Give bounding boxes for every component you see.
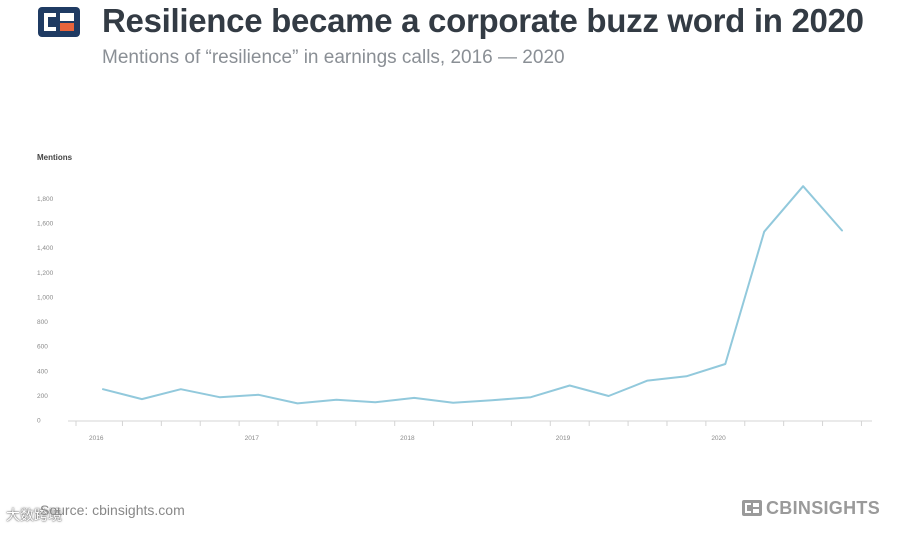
y-tick-label: 1,600 <box>37 221 54 228</box>
y-tick-label: 600 <box>37 344 48 351</box>
y-tick-label: 400 <box>37 368 48 375</box>
x-tick-label: 2017 <box>245 435 260 442</box>
watermark-text: 大数跨境 <box>6 507 62 523</box>
x-tick-label: 2020 <box>711 435 726 442</box>
x-tick-label: 2018 <box>400 435 415 442</box>
cb-insights-logo-icon <box>38 7 80 37</box>
series-line <box>102 185 843 405</box>
x-tick-label: 2016 <box>89 435 104 442</box>
cb-insights-brand-icon <box>742 500 762 516</box>
cb-insights-brand: CBINSIGHTS <box>742 498 880 518</box>
chart-subtitle: Mentions of “resilience” in earnings cal… <box>102 47 565 68</box>
y-tick-label: 200 <box>37 393 48 400</box>
y-tick-label: 1,400 <box>37 245 54 252</box>
y-tick-label: 1,000 <box>37 294 54 301</box>
y-tick-label: 1,800 <box>37 196 54 203</box>
source-text[interactable]: Source: cbinsights.com <box>40 502 185 518</box>
y-tick-label: 0 <box>37 418 41 425</box>
y-tick-label: 1,200 <box>37 270 54 277</box>
brand-name: CBINSIGHTS <box>766 497 881 518</box>
chart-title: Resilience became a corporate buzz word … <box>102 2 864 39</box>
y-axis-label: Mentions <box>37 153 73 162</box>
x-tick-label: 2019 <box>556 435 571 442</box>
y-tick-label: 800 <box>37 319 48 326</box>
